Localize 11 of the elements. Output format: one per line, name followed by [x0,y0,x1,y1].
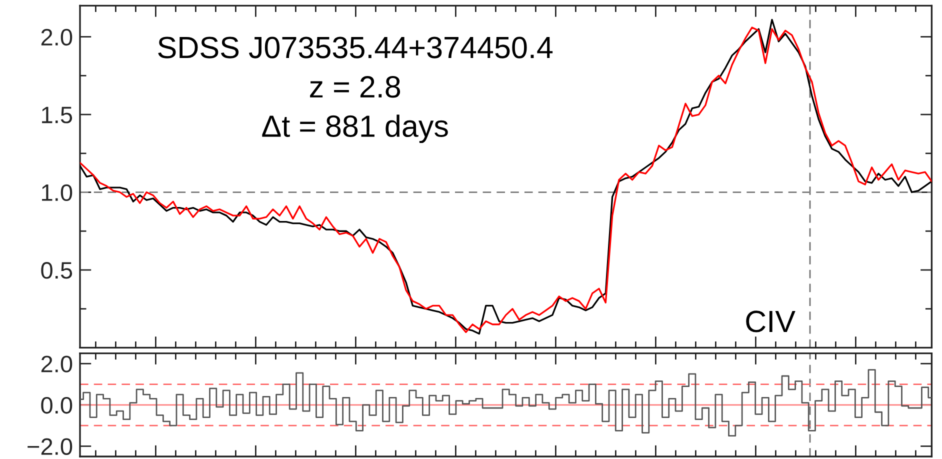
y-tick-label: 1.5 [42,106,72,124]
annotation: z = 2.8 [310,76,400,98]
y-tick-label: 0.0 [41,396,72,414]
annotation: SDSS J073535.44+374450.4 [158,36,553,58]
y-tick-label: 2.0 [41,28,72,46]
annotation: Δt = 881 days [262,114,448,144]
y-tick-label: 0.5 [41,262,72,279]
y-tick-label: 2.0 [41,356,72,372]
y-tick-label: −2.0 [28,438,72,455]
y-tick-label: 1.0 [42,184,72,202]
annotation: CIV [746,310,796,332]
